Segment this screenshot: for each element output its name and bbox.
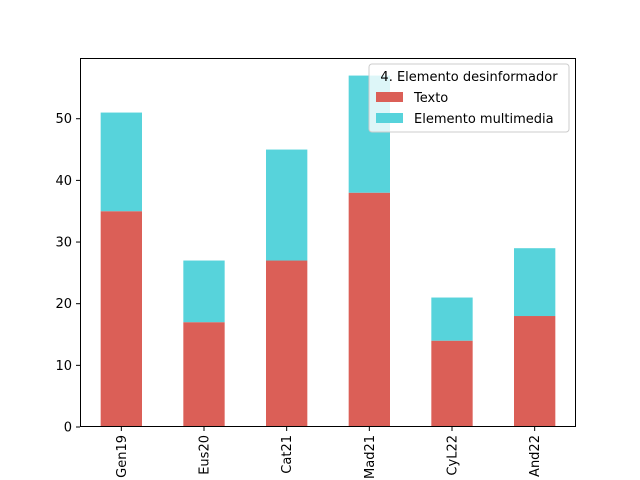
bar-cat21-multimedia: [266, 149, 308, 261]
bars-layer: [100, 75, 556, 427]
y-tick-label: 10: [55, 359, 72, 374]
bar-eus20-multimedia: [183, 260, 225, 323]
x-tick-label: Eus20: [198, 435, 213, 475]
bar-and22-multimedia: [514, 248, 556, 317]
bar-cyl22-texto: [431, 340, 473, 427]
bar-cat21-texto: [266, 260, 308, 427]
legend-label-multimedia: Elemento multimedia: [414, 112, 554, 127]
bar-cyl22-multimedia: [431, 297, 473, 341]
bar-and22-texto: [514, 316, 556, 427]
legend-box: [368, 63, 570, 133]
y-tick-label: 40: [55, 174, 72, 189]
y-tick-label: 20: [55, 297, 72, 312]
axes-layer: 0 10 20 30 40 50 Gen19 Eus20 Cat21 Mad21 CyL22 And2…: [55, 58, 576, 479]
bar-gen19-multimedia: [100, 112, 142, 212]
legend-swatch-texto: [376, 92, 403, 102]
legend-label-texto: Texto: [413, 91, 448, 106]
legend-swatch-multimedia: [376, 113, 403, 123]
bar-eus20-texto: [183, 322, 225, 427]
x-tick-label: Gen19: [115, 435, 130, 478]
axes-frame: [80, 58, 576, 427]
y-tick-label: 0: [64, 421, 72, 436]
x-tick-label: Cat21: [280, 435, 295, 474]
x-tick-label: CyL22: [446, 435, 461, 476]
legend: 4. Elemento desinformador Texto Elemento m…: [368, 63, 570, 133]
x-tick-label: Mad21: [363, 435, 378, 479]
y-tick-label: 50: [55, 112, 72, 127]
legend-title: 4. Elemento desinformador: [380, 70, 558, 85]
x-tick-label: And22: [528, 435, 543, 477]
bar-gen19-texto: [100, 211, 142, 427]
bar-mad21-texto: [348, 192, 390, 427]
y-tick-label: 30: [55, 236, 72, 251]
